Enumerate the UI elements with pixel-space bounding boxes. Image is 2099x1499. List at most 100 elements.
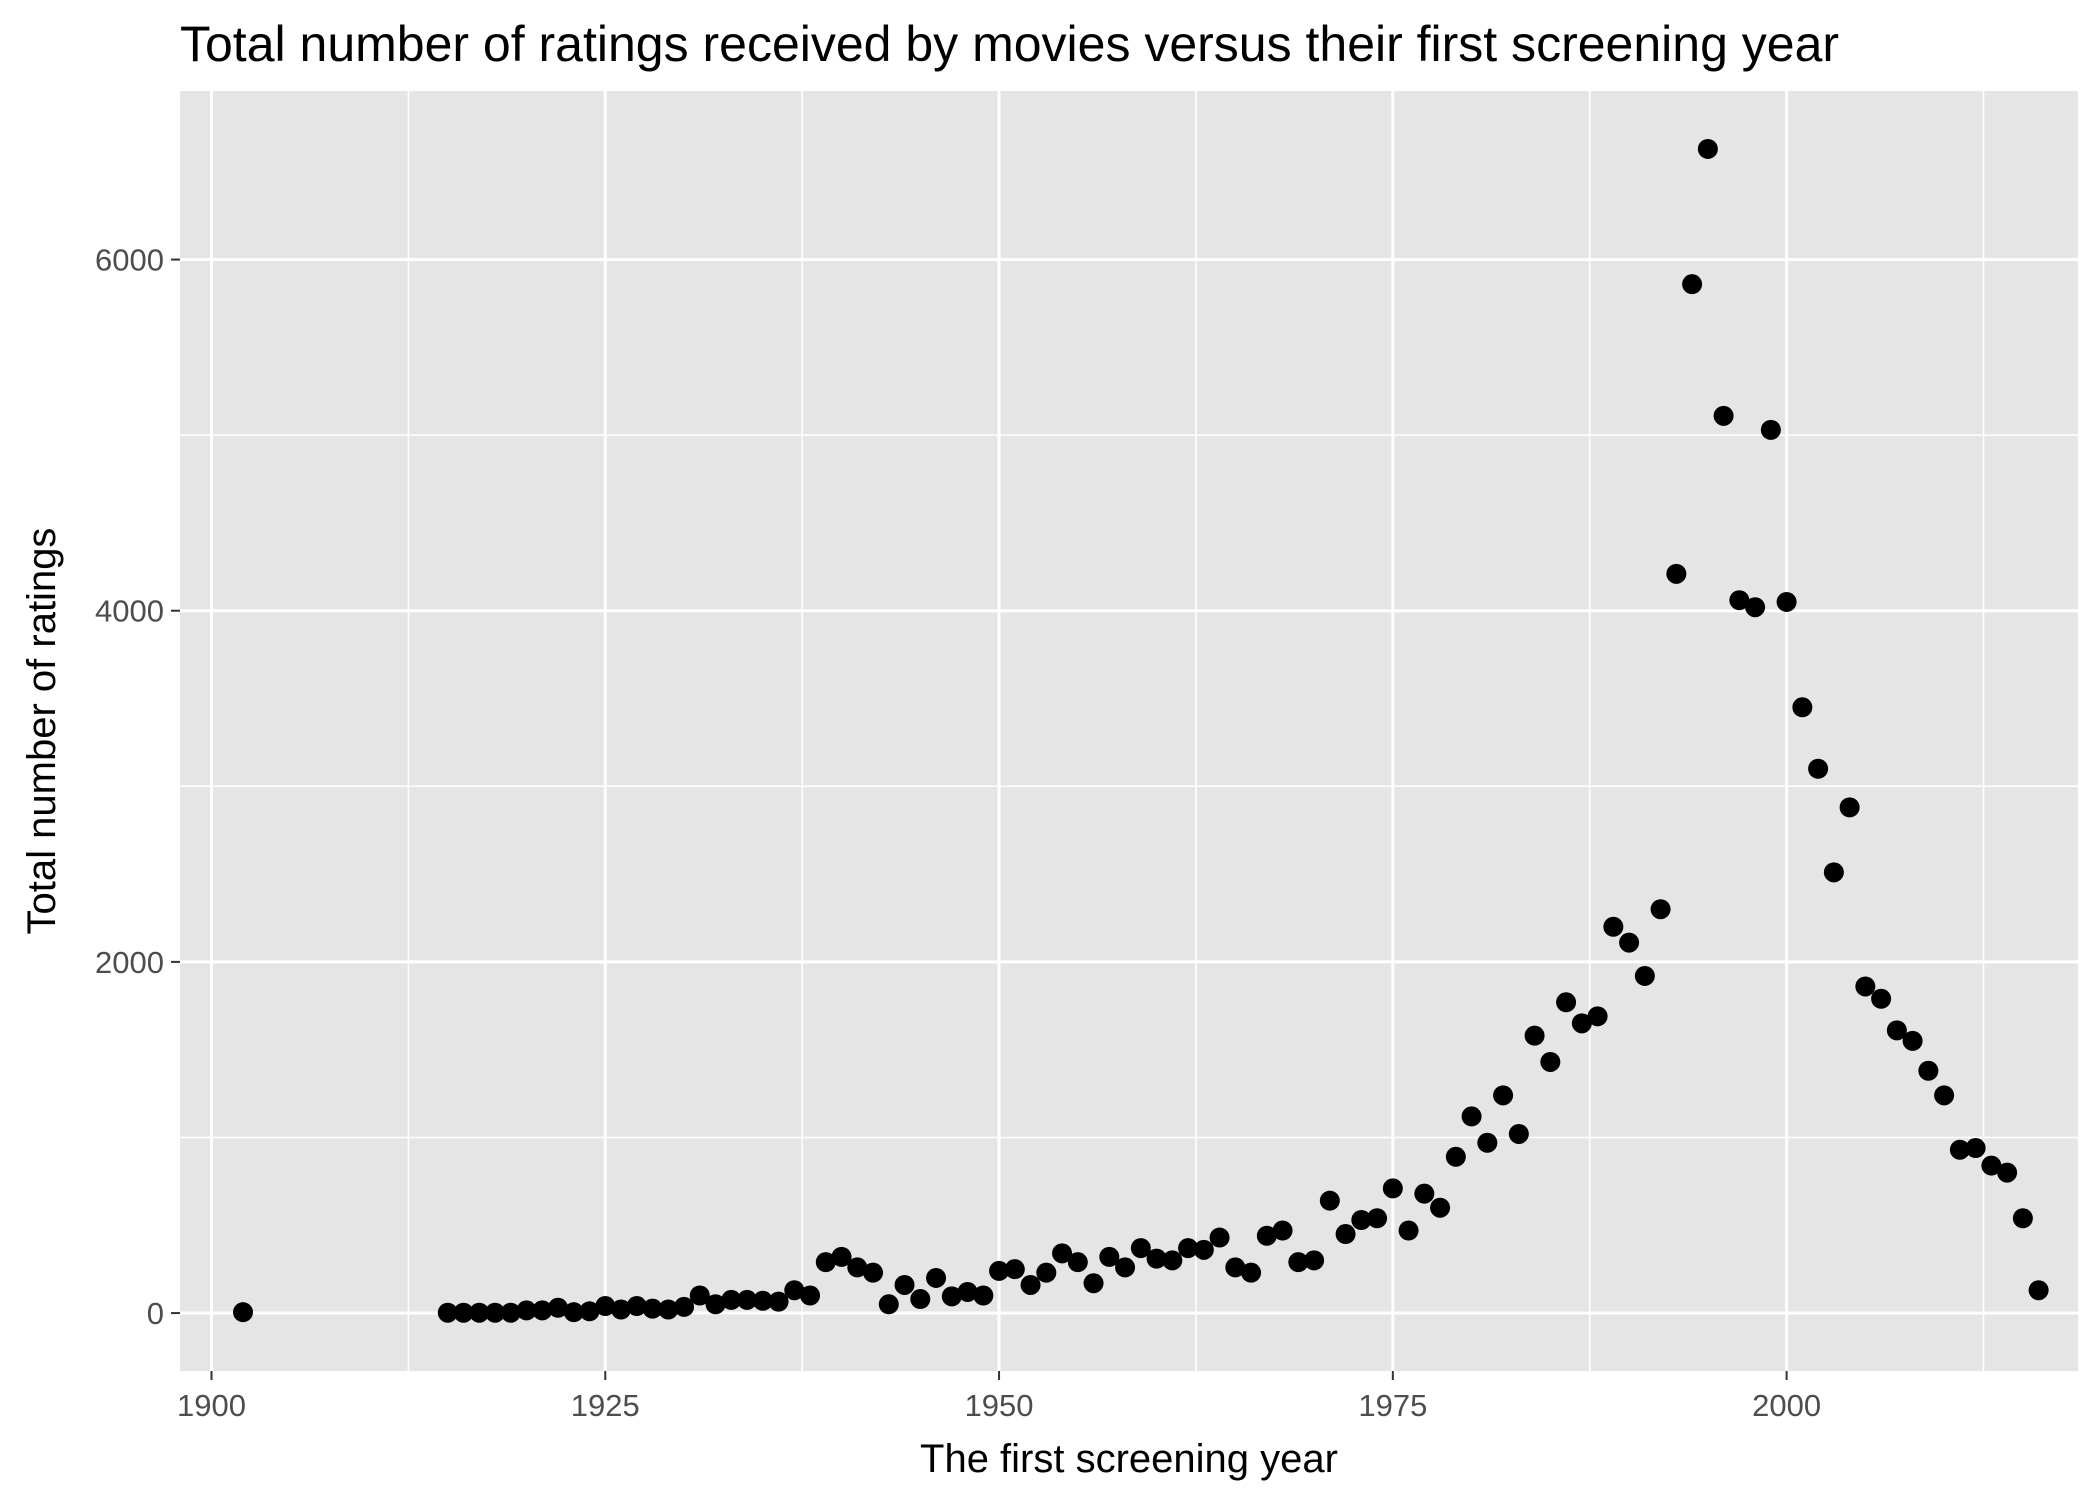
data-point [1115, 1257, 1136, 1278]
plot-panel [180, 91, 2078, 1371]
chart-title: Total number of ratings received by movi… [180, 16, 1839, 72]
data-point [233, 1302, 254, 1323]
data-point [1587, 1006, 1608, 1027]
data-point [1981, 1155, 2002, 1176]
data-point [1713, 405, 1734, 426]
data-point [831, 1246, 852, 1267]
data-point [689, 1285, 710, 1306]
x-tick-label: 1950 [965, 1388, 1034, 1423]
data-point [1256, 1225, 1277, 1246]
data-point [1697, 138, 1718, 159]
data-point [1067, 1252, 1088, 1273]
grid-lines [180, 91, 2078, 1371]
data-point [1209, 1227, 1230, 1248]
data-point [1477, 1132, 1498, 1153]
data-point [768, 1291, 789, 1312]
data-point [1760, 419, 1781, 440]
x-axis-title: The first screening year [920, 1437, 1338, 1481]
data-point [863, 1262, 884, 1283]
data-point [1052, 1243, 1073, 1264]
y-axis: 0 2000 4000 6000 [95, 243, 180, 1331]
data-point [1083, 1273, 1104, 1294]
x-tick-label: 1975 [1358, 1388, 1427, 1423]
data-point [658, 1299, 679, 1320]
data-point [973, 1285, 994, 1306]
data-point [516, 1300, 537, 1321]
data-point [1855, 976, 1876, 997]
data-point [910, 1289, 931, 1310]
data-point [674, 1296, 695, 1317]
data-point [1902, 1030, 1923, 1051]
data-point [548, 1297, 569, 1318]
x-tick-label: 2000 [1752, 1388, 1821, 1423]
data-point [1461, 1106, 1482, 1127]
data-point [815, 1252, 836, 1273]
data-point [1666, 563, 1687, 584]
data-point [1335, 1224, 1356, 1245]
data-point [563, 1302, 584, 1323]
data-point [1808, 758, 1829, 779]
y-tick-label: 0 [147, 1296, 164, 1331]
data-point [532, 1300, 553, 1321]
data-point [1965, 1138, 1986, 1159]
data-point [1918, 1060, 1939, 1081]
data-point [642, 1298, 663, 1319]
data-point [1949, 1139, 1970, 1160]
data-point [453, 1302, 474, 1323]
data-point [485, 1302, 506, 1323]
data-point [1445, 1146, 1466, 1167]
data-point [1823, 862, 1844, 883]
data-point [926, 1267, 947, 1288]
data-point [1288, 1252, 1309, 1273]
data-point [894, 1274, 915, 1295]
data-point [1178, 1238, 1199, 1259]
data-point [1351, 1209, 1372, 1230]
data-point [1934, 1085, 1955, 1106]
data-point [1430, 1197, 1451, 1218]
data-point [1508, 1123, 1529, 1144]
data-point [1540, 1051, 1561, 1072]
data-point [1886, 1020, 1907, 1041]
x-tick-label: 1925 [571, 1388, 640, 1423]
data-point [1493, 1085, 1514, 1106]
data-point [705, 1294, 726, 1315]
data-point [847, 1257, 868, 1278]
data-point [1571, 1013, 1592, 1034]
data-point [1146, 1248, 1167, 1269]
data-point [1776, 591, 1797, 612]
y-tick-label: 6000 [95, 243, 164, 278]
data-point [1225, 1257, 1246, 1278]
data-point [721, 1289, 742, 1310]
y-axis-title: Total number of ratings [20, 528, 64, 935]
data-point [1650, 899, 1671, 920]
data-point [1792, 697, 1813, 718]
data-point [1004, 1259, 1025, 1280]
x-tick-label: 1900 [177, 1388, 246, 1423]
data-point [1634, 965, 1655, 986]
data-point [1162, 1250, 1183, 1271]
data-point [1020, 1274, 1041, 1295]
data-point [941, 1286, 962, 1307]
data-point [1272, 1220, 1293, 1241]
data-point [1304, 1250, 1325, 1271]
data-point [1839, 797, 1860, 818]
data-point [1367, 1208, 1388, 1229]
data-point [1556, 992, 1577, 1013]
data-point [1745, 597, 1766, 618]
data-point [2012, 1208, 2033, 1229]
data-point [469, 1302, 490, 1323]
data-point [1414, 1183, 1435, 1204]
data-point [957, 1281, 978, 1302]
data-point [500, 1302, 521, 1323]
data-point [1619, 932, 1640, 953]
data-point [1603, 916, 1624, 937]
data-point [800, 1285, 821, 1306]
y-tick-label: 2000 [95, 945, 164, 980]
data-point [1398, 1220, 1419, 1241]
data-point [1729, 590, 1750, 611]
y-tick-label: 4000 [95, 594, 164, 629]
data-point [737, 1289, 758, 1310]
data-point [878, 1294, 899, 1315]
data-point [1524, 1025, 1545, 1046]
